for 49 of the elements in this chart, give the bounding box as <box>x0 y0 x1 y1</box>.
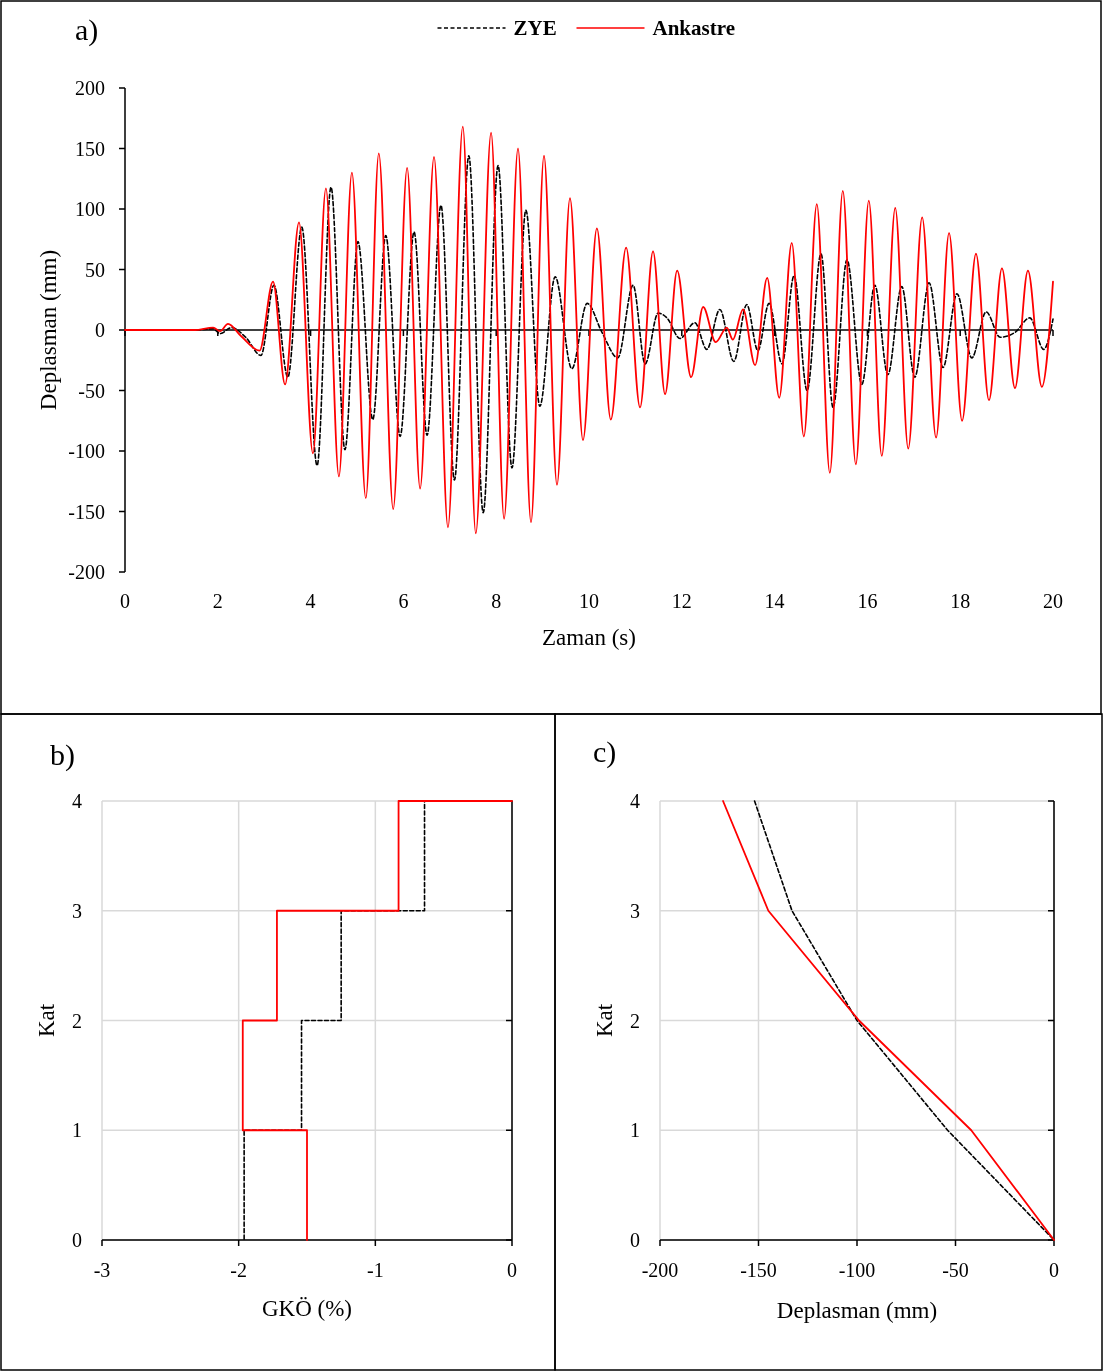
chart-title: a) <box>75 13 99 47</box>
x-tick-label: -100 <box>838 1259 876 1281</box>
y-tick-label: 200 <box>75 77 105 99</box>
y-tick-label: -150 <box>68 500 105 523</box>
x-tick-label: 8 <box>491 590 502 612</box>
y-tick-label: 0 <box>630 1229 640 1251</box>
y-tick-label: 4 <box>630 790 640 812</box>
x-tick-label: -150 <box>740 1259 777 1281</box>
y-tick-label: 4 <box>72 790 82 812</box>
y-tick-label: -200 <box>68 561 105 583</box>
y-tick-label: 2 <box>72 1009 82 1032</box>
x-tick-label: 14 <box>764 590 785 612</box>
x-tick-label: 12 <box>671 590 692 612</box>
y-axis-title: Kat <box>592 1003 617 1038</box>
x-tick-label: 6 <box>398 590 409 612</box>
x-tick-label: 16 <box>857 590 878 612</box>
y-tick-label: -50 <box>78 379 105 402</box>
x-tick-label: -3 <box>93 1259 111 1281</box>
x-tick-label: 0 <box>1049 1259 1059 1281</box>
x-tick-label: 2 <box>212 590 223 612</box>
x-tick-label: 10 <box>579 590 599 612</box>
legend-label: Ankastre <box>652 16 735 40</box>
x-tick-label: 0 <box>507 1259 517 1281</box>
y-tick-label: 3 <box>630 899 640 922</box>
x-axis-title: GKÖ (%) <box>261 1296 353 1321</box>
y-tick-label: 50 <box>85 258 105 281</box>
y-tick-label: 1 <box>72 1119 82 1142</box>
x-tick-label: 18 <box>950 590 971 612</box>
y-tick-label: 100 <box>75 198 105 220</box>
y-tick-label: 0 <box>95 319 105 341</box>
x-axis-title: Deplasman (mm) <box>776 1298 938 1323</box>
y-tick-label: -100 <box>68 440 105 462</box>
x-tick-label: -1 <box>367 1259 384 1281</box>
legend-label: ZYE <box>513 16 557 40</box>
y-tick-label: 0 <box>72 1229 82 1251</box>
chart-title: c) <box>593 735 617 769</box>
x-tick-label: -50 <box>942 1259 969 1281</box>
x-tick-label: 4 <box>305 590 316 612</box>
x-axis-title: Zaman (s) <box>542 625 636 650</box>
y-tick-label: 150 <box>75 137 105 160</box>
x-tick-label: 0 <box>120 590 130 612</box>
x-tick-label: -2 <box>230 1259 247 1281</box>
chart-title: b) <box>50 738 75 772</box>
y-axis-title: Kat <box>34 1003 59 1038</box>
y-tick-label: 3 <box>72 899 82 922</box>
y-tick-label: 1 <box>630 1119 640 1142</box>
y-tick-label: 2 <box>630 1009 640 1032</box>
y-axis-title: Deplasman (mm) <box>36 249 61 411</box>
x-tick-label: 20 <box>1043 590 1063 612</box>
